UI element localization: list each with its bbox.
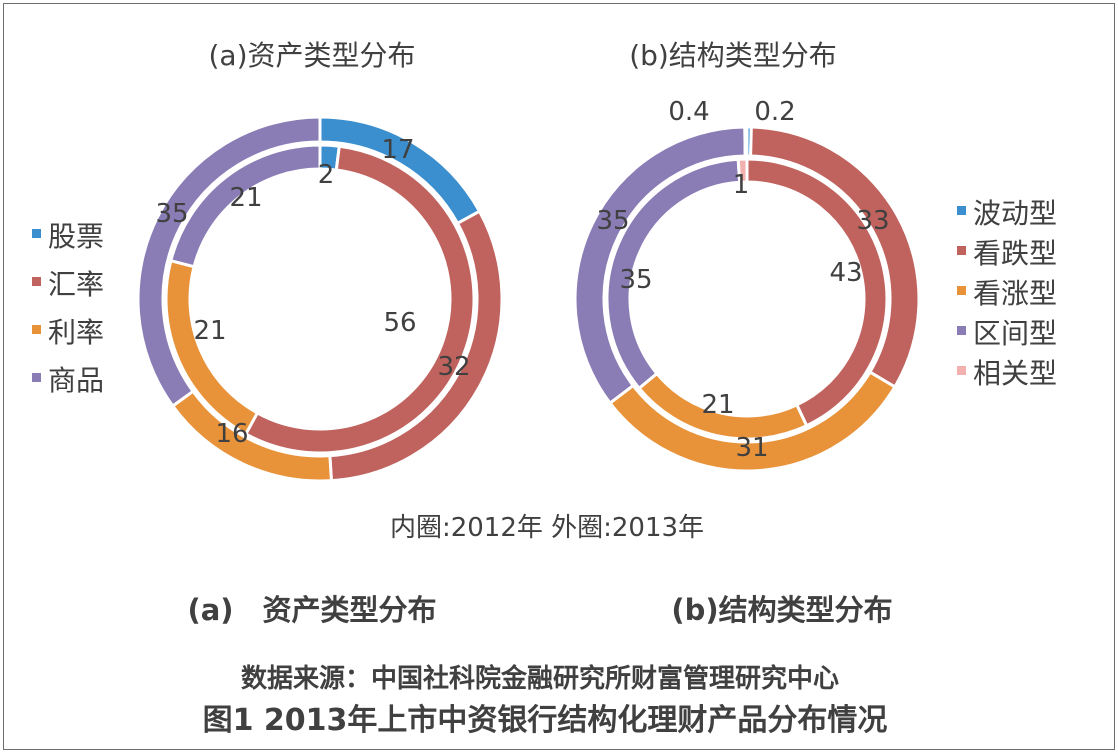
legend-item: 波动型 [957, 197, 1057, 230]
legend-item: 股票 [32, 220, 104, 253]
legend-swatch [32, 229, 41, 238]
legend-label: 波动型 [973, 197, 1057, 230]
data-label-outer-1: 33 [856, 206, 889, 236]
data-label-inner-3: 21 [229, 183, 262, 213]
ring-inner [164, 143, 476, 455]
data-label-inner-1: 43 [829, 258, 862, 288]
data-label-inner-0: 2 [318, 160, 335, 190]
data-label-outer-3: 35 [596, 206, 629, 236]
legend-label: 区间型 [973, 317, 1057, 350]
legend-label: 看跌型 [973, 237, 1057, 270]
legend-swatch [957, 246, 966, 255]
ring-outer [136, 115, 504, 483]
legend-label: 利率 [48, 316, 104, 349]
slice-outer-4 [743, 125, 749, 158]
data-label-inner-4: 1 [733, 170, 750, 200]
legend-label: 看涨型 [973, 277, 1057, 310]
legend-swatch [32, 277, 41, 286]
figure-title: 图1 2013年上市中资银行结构化理财产品分布情况 [203, 703, 888, 738]
legend-item: 看跌型 [957, 237, 1057, 270]
legend-item: 区间型 [957, 317, 1057, 350]
data-label-outer-2: 31 [735, 433, 768, 463]
data-label-inner-3: 35 [619, 265, 652, 295]
chart-a-title: (a)资产类型分布 [208, 39, 415, 72]
legend-swatch [957, 206, 966, 215]
legend-item: 商品 [32, 364, 104, 397]
slice-outer-3 [136, 115, 322, 409]
legend-label: 商品 [48, 364, 104, 397]
legend-item: 相关型 [957, 357, 1057, 390]
data-label-inner-2: 21 [193, 316, 226, 346]
legend-swatch [957, 326, 966, 335]
ring-year-note: 内圈:2012年 外圈:2013年 [390, 513, 704, 543]
ring-inner [605, 157, 889, 441]
legend-label: 汇率 [48, 268, 104, 301]
data-label-inner-2: 21 [701, 390, 734, 420]
data-label-outer-0: 17 [381, 135, 414, 165]
donut-chart-structure-type: (b)结构类型分布 43 21 35 1 0.4 33 31 35 0.2 波动型看跌型看涨型区… [573, 39, 1057, 473]
ring-outer [573, 125, 921, 473]
data-label-outer-1: 32 [437, 352, 470, 382]
data-label-outer-3: 35 [155, 199, 188, 229]
data-label-outer-0: 0.4 [668, 97, 709, 127]
legend-label: 股票 [48, 220, 104, 253]
legend-item: 利率 [32, 316, 104, 349]
legend-item: 看涨型 [957, 277, 1057, 310]
caption-b: (b)结构类型分布 [671, 593, 892, 627]
legend-swatch [957, 366, 966, 375]
data-label-outer-2: 16 [215, 419, 248, 449]
caption-a: (a) 资产类型分布 [187, 593, 436, 627]
legend-swatch [957, 286, 966, 295]
slice-inner-3 [169, 143, 322, 269]
slice-inner-4 [736, 157, 749, 184]
data-label-outer-4: 0.2 [754, 97, 795, 127]
data-label-inner-1: 56 [383, 308, 416, 338]
data-source: 数据来源：中国社科院金融研究所财富管理研究中心 [241, 663, 839, 694]
legend-swatch [32, 373, 41, 382]
legend-label: 相关型 [973, 357, 1057, 390]
legend-swatch [32, 325, 41, 334]
legend-item: 汇率 [32, 268, 104, 301]
chart-b-title: (b)结构类型分布 [629, 39, 837, 72]
